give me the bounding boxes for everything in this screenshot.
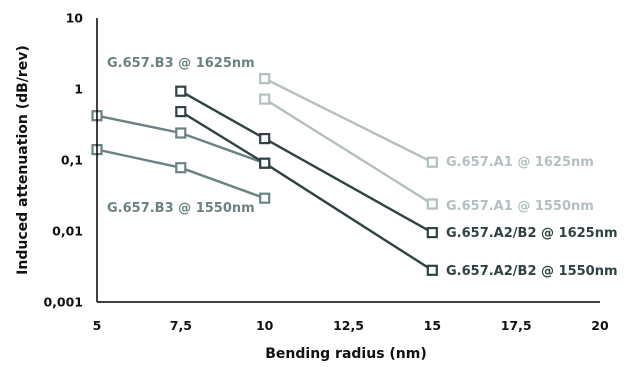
x-tick-label: 17,5 bbox=[501, 318, 532, 333]
series-group bbox=[259, 72, 438, 168]
y-tick-label: 0,01 bbox=[52, 224, 83, 239]
series-line bbox=[264, 77, 433, 164]
series-group bbox=[175, 85, 438, 239]
x-tick-label: 10 bbox=[256, 318, 274, 333]
x-tick-label: 15 bbox=[424, 318, 441, 333]
y-axis-title: Induced attenuation (dB/rev) bbox=[15, 45, 31, 275]
data-point-marker bbox=[175, 105, 187, 118]
x-tick-label: 7,5 bbox=[170, 318, 192, 333]
y-tick-label: 0,001 bbox=[43, 295, 83, 310]
series-group bbox=[91, 144, 271, 204]
data-point-marker bbox=[426, 227, 438, 239]
series-label: G.657.A2/B2 @ 1550nm bbox=[446, 264, 618, 279]
y-tick-label: 1 bbox=[74, 82, 83, 97]
data-point-marker bbox=[175, 162, 187, 174]
data-point-marker bbox=[259, 93, 271, 105]
series-label-layer: G.657.B3 @ 1625nm G.657.B3 @ 1550nm G.657.… bbox=[107, 56, 618, 279]
series-label: G.657.A1 @ 1550nm bbox=[446, 199, 594, 214]
y-tick-label: 10 bbox=[66, 11, 84, 26]
series-line bbox=[180, 110, 433, 272]
x-axis-title: Bending radius (nm) bbox=[265, 346, 427, 362]
axes-layer bbox=[96, 18, 600, 303]
x-tick-label: 12,5 bbox=[333, 318, 364, 333]
data-point-marker bbox=[426, 264, 438, 276]
data-point-marker bbox=[426, 156, 438, 168]
data-point-marker bbox=[259, 72, 271, 85]
series-line bbox=[96, 148, 266, 200]
series-label: G.657.B3 @ 1550nm bbox=[107, 201, 255, 216]
series-group bbox=[91, 110, 271, 169]
x-tick-label: 20 bbox=[591, 318, 609, 333]
tick-layer: 5 7,5 10 12,5 15 17,5 20 0,001 0,01 0,1 1 10 bbox=[43, 11, 609, 334]
series-group bbox=[259, 93, 438, 210]
series-label: G.657.A2/B2 @ 1625nm bbox=[446, 226, 618, 241]
data-point-marker bbox=[175, 127, 187, 139]
x-tick-label: 5 bbox=[93, 318, 102, 333]
series-label: G.657.A1 @ 1625nm bbox=[446, 155, 594, 170]
series-group bbox=[175, 105, 438, 276]
series-layer bbox=[91, 72, 438, 276]
data-point-marker bbox=[426, 198, 438, 210]
data-point-marker bbox=[175, 85, 187, 97]
series-line bbox=[264, 98, 433, 206]
series-label: G.657.B3 @ 1625nm bbox=[107, 56, 255, 71]
data-point-marker bbox=[259, 133, 271, 145]
data-point-marker bbox=[259, 157, 271, 169]
data-point-marker bbox=[259, 192, 271, 204]
y-tick-label: 0,1 bbox=[61, 153, 83, 168]
